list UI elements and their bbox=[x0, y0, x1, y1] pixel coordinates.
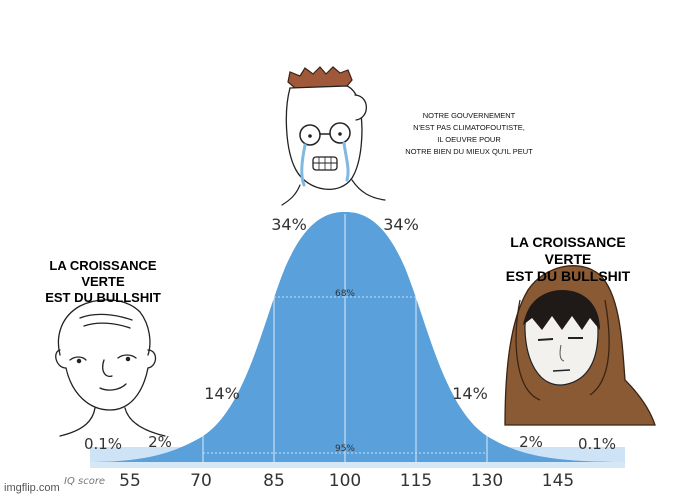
pct-mid-right: 14% bbox=[452, 384, 488, 403]
caption-middle-line: IL OEUVRE POUR bbox=[437, 135, 501, 144]
axis-title: IQ score bbox=[64, 476, 105, 487]
caption-left-line: LA CROISSANCE bbox=[49, 258, 157, 273]
caption-left-line: EST DU BULLSHIT bbox=[45, 290, 161, 305]
axis-tick-label: 145 bbox=[542, 471, 574, 491]
pct-tail-left: 0.1% bbox=[84, 435, 122, 453]
hooded-figure-character bbox=[504, 265, 656, 426]
axis-bar bbox=[90, 462, 625, 468]
caption-left-line: VERTE bbox=[81, 274, 125, 289]
pct-inner-right: 34% bbox=[383, 215, 419, 234]
axis-tick-label: 130 bbox=[471, 471, 503, 491]
axis-tick-label: 100 bbox=[329, 471, 361, 491]
caption-right-line: VERTE bbox=[544, 251, 592, 267]
axis-tick-label: 70 bbox=[190, 471, 212, 491]
caption-right: LA CROISSANCE VERTE EST DU BULLSHIT bbox=[488, 234, 648, 285]
pct-outer-right: 2% bbox=[519, 433, 543, 451]
caption-middle-line: N'EST PAS CLIMATOFOUTISTE, bbox=[413, 123, 525, 132]
band-95-label: 95% bbox=[335, 444, 355, 454]
caption-right-line: EST DU BULLSHIT bbox=[505, 268, 631, 284]
axis-tick-label: 55 bbox=[119, 471, 141, 491]
band-68-label: 68% bbox=[335, 289, 355, 299]
pct-mid-left: 14% bbox=[204, 384, 240, 403]
wojak-simple-character bbox=[55, 299, 166, 437]
axis-tick-label: 85 bbox=[263, 471, 285, 491]
pct-outer-left: 2% bbox=[148, 433, 172, 451]
caption-right-line: LA CROISSANCE bbox=[510, 234, 626, 250]
caption-middle-line: NOTRE GOUVERNEMENT bbox=[422, 111, 516, 120]
wojak-crying-glasses-character bbox=[281, 66, 386, 206]
pct-tail-right: 0.1% bbox=[578, 435, 616, 453]
axis-tick-label: 115 bbox=[400, 471, 432, 491]
pct-inner-left: 34% bbox=[271, 215, 307, 234]
imgflip-watermark: imgflip.com bbox=[4, 482, 60, 494]
caption-middle: NOTRE GOUVERNEMENT N'EST PAS CLIMATOFOUT… bbox=[390, 110, 548, 158]
caption-left: LA CROISSANCE VERTE EST DU BULLSHIT bbox=[28, 258, 178, 306]
caption-middle-line: NOTRE BIEN DU MIEUX QU'IL PEUT bbox=[405, 147, 533, 156]
